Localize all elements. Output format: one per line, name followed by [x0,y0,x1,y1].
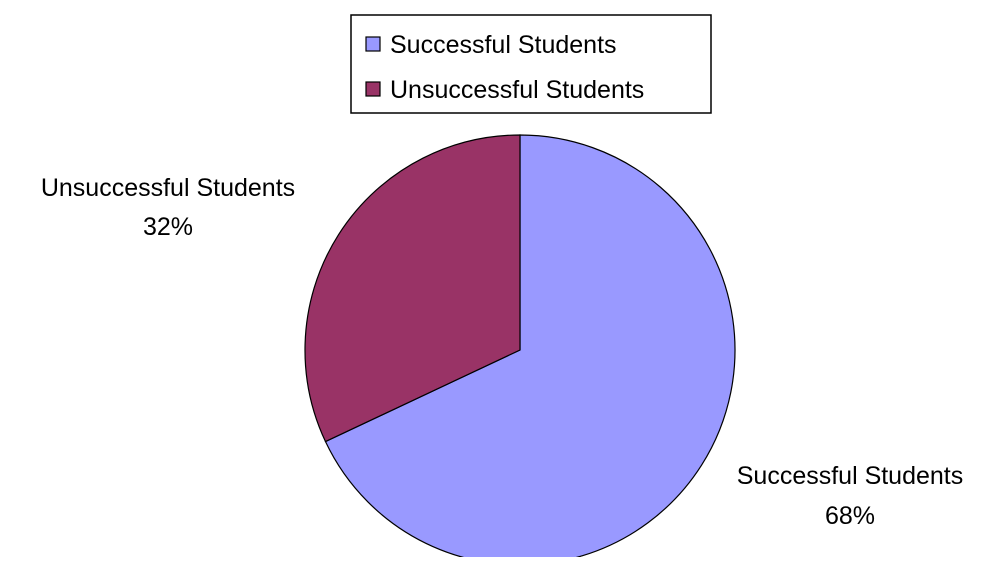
data-label-successful-category: Successful Students [737,462,964,490]
data-label-successful-percent: 68% [825,502,875,530]
legend-swatch-successful [365,36,381,52]
data-label-unsuccessful-percent: 32% [143,213,193,241]
legend-frame [350,14,712,114]
legend-label-unsuccessful: Unsuccessful Students [390,76,644,104]
data-label-unsuccessful-category: Unsuccessful Students [41,174,295,202]
legend: Successful Students Unsuccessful Student… [350,14,712,114]
pie-slice-successful [324,134,736,562]
pie-slices [304,134,736,562]
legend-swatch-unsuccessful [365,81,381,97]
legend-label-successful: Successful Students [390,31,617,59]
pie-slice-unsuccessful [304,134,521,443]
data-labels: Unsuccessful Students 32% Successful Stu… [41,174,963,530]
